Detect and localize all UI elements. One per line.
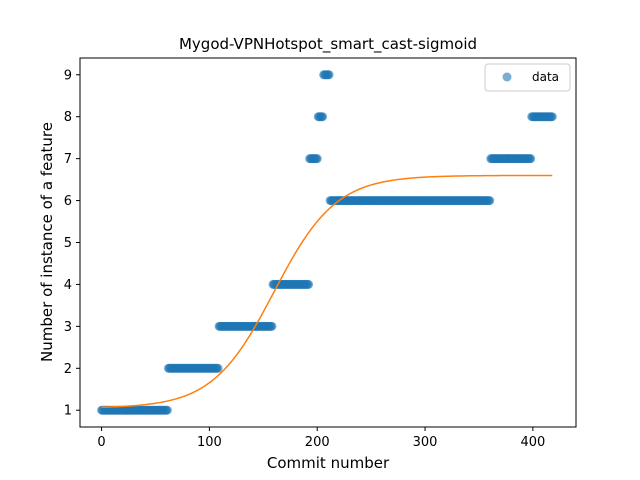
chart-title: Mygod-VPNHotspot_smart_cast-sigmoid [179, 35, 477, 54]
data-points [97, 70, 557, 415]
y-tick-label: 7 [64, 152, 72, 167]
data-point [526, 154, 536, 164]
legend: data [484, 63, 571, 92]
x-tick-label: 400 [520, 435, 545, 450]
plot-area [80, 58, 576, 427]
y-axis-ticks: 1 2 3 4 5 6 7 8 9 [64, 68, 80, 419]
y-tick-label: 2 [64, 362, 72, 377]
x-tick-label: 0 [97, 435, 105, 450]
data-point [324, 70, 334, 80]
x-tick-label: 200 [305, 435, 330, 450]
y-axis-label: Number of instance of a feature [38, 122, 56, 362]
fit-line [101, 174, 553, 409]
x-axis-label: Commit number [267, 454, 390, 472]
y-tick-label: 5 [64, 236, 72, 251]
y-tick-label: 8 [64, 110, 72, 125]
x-tick-label: 100 [197, 435, 222, 450]
y-tick-label: 1 [64, 404, 72, 419]
legend-marker-data [502, 72, 512, 82]
y-tick-label: 6 [64, 194, 72, 209]
legend-box [484, 63, 571, 92]
data-point [304, 279, 314, 289]
data-point [485, 196, 495, 206]
data-point [547, 112, 557, 122]
x-tick-label: 300 [413, 435, 438, 450]
y-tick-label: 3 [64, 320, 72, 335]
data-point [318, 112, 328, 122]
y-tick-label: 4 [64, 278, 72, 293]
fit-line-group [101, 174, 553, 409]
data-point [213, 363, 223, 373]
data-point [162, 405, 172, 415]
x-axis-ticks: 0 100 200 300 400 [97, 427, 545, 450]
y-tick-label: 9 [64, 68, 72, 83]
data-point [312, 154, 322, 164]
legend-label-data: data [532, 70, 559, 84]
data-point [267, 321, 277, 331]
